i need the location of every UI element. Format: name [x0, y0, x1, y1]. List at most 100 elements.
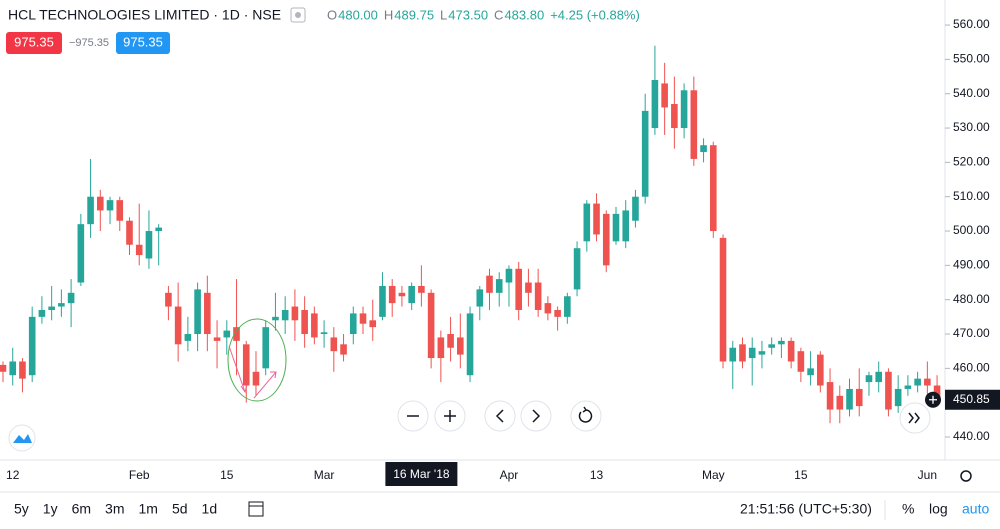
range-button[interactable]: 1y	[43, 501, 58, 517]
ohlc-key: O	[327, 7, 337, 22]
toolbar: 5y 1y 6m 3m 1m 5d 1d	[14, 501, 217, 517]
candle-body	[379, 285, 386, 317]
candle-body	[505, 268, 513, 283]
y-tick-label: 470.00	[953, 326, 990, 340]
candle-body	[87, 196, 94, 225]
candle-body	[359, 313, 367, 324]
candle-body	[593, 203, 600, 235]
candle-body	[204, 292, 211, 335]
y-tick-label: 480.00	[953, 292, 990, 306]
symbol-title: HCL TECHNOLOGIES LIMITED · 1D · NSE	[8, 7, 281, 23]
candle-body	[865, 375, 873, 383]
auto-toggle[interactable]: auto	[962, 501, 989, 517]
candle-body	[807, 368, 814, 376]
candle-body	[194, 289, 201, 335]
sell-button[interactable]	[6, 32, 62, 54]
range-button[interactable]: 6m	[72, 501, 91, 517]
candle-body	[787, 340, 795, 362]
ellipse-drawing	[227, 318, 287, 402]
candle-body	[914, 378, 921, 386]
candle-body	[661, 83, 668, 108]
range-button[interactable]: 1m	[139, 501, 158, 517]
percent-toggle[interactable]: %	[902, 501, 914, 517]
change: +4.25 (+0.88%)	[550, 7, 640, 22]
candle-body	[836, 395, 844, 410]
candle-body	[924, 378, 931, 386]
crosshair-tag	[385, 462, 458, 486]
candle-body	[729, 347, 737, 362]
candle-body	[330, 337, 338, 352]
candle-body	[340, 344, 347, 355]
log-toggle[interactable]: log	[929, 501, 948, 517]
x-tick-label: 12	[6, 468, 20, 482]
candle-body	[826, 382, 834, 410]
candle-body	[184, 334, 192, 341]
ohlc-value: 489.75	[394, 7, 434, 22]
candle-body	[213, 337, 221, 341]
candle-body	[515, 268, 522, 310]
y-tick-label: 520.00	[953, 155, 990, 169]
control-icons	[407, 406, 920, 424]
candle-body	[612, 213, 620, 242]
candle-body	[855, 388, 863, 407]
candle-body	[894, 388, 902, 407]
candle-body	[671, 104, 678, 129]
buy-button[interactable]	[116, 32, 170, 54]
x-tick-label: Mar	[314, 468, 335, 482]
ohlc-legend: O 480.00 H 489.75 L 473.50 C 483.80	[327, 7, 544, 22]
ohlc-value: 480.00	[338, 7, 378, 22]
candle-body	[398, 292, 406, 297]
candle-body	[437, 337, 445, 359]
x-tick-label: 13	[590, 468, 604, 482]
candle-body	[28, 316, 36, 376]
candle-body	[48, 306, 55, 310]
y-tick-label: 490.00	[953, 258, 990, 272]
candle-body	[680, 90, 688, 129]
crosshair-label: 16 Mar '18	[393, 467, 450, 481]
candle-body	[748, 347, 756, 359]
candle-body	[388, 285, 396, 304]
candle-body	[67, 292, 75, 304]
candle-body	[145, 231, 153, 259]
settings-icon[interactable]	[960, 470, 972, 482]
range-button[interactable]: 5d	[172, 501, 188, 517]
candle-body	[602, 213, 610, 266]
candle-body	[476, 289, 484, 307]
candle-body	[349, 313, 357, 335]
candle-body	[369, 320, 377, 328]
ohlc-key: C	[494, 7, 503, 22]
candle-body	[262, 327, 270, 369]
range-button[interactable]: 5y	[14, 501, 29, 517]
candle-body	[534, 282, 542, 310]
range-button[interactable]: 3m	[105, 501, 124, 517]
candle-body	[768, 344, 775, 348]
date-range-icon[interactable]	[248, 501, 264, 517]
candle-body	[700, 145, 707, 153]
candle-body	[817, 354, 824, 386]
candle-body	[573, 248, 581, 290]
candle-body	[19, 361, 26, 379]
candle-body	[564, 296, 571, 317]
candle-body	[38, 309, 46, 317]
eye-icon[interactable]	[290, 7, 306, 23]
candle-body	[583, 203, 591, 242]
candle-body	[135, 244, 143, 256]
y-tick-label: 460.00	[953, 361, 990, 375]
candle-body	[126, 220, 133, 245]
candle-body	[846, 388, 853, 410]
y-tick-label: 500.00	[953, 223, 990, 237]
x-tick-label: 15	[794, 468, 808, 482]
candle-body	[242, 344, 250, 386]
candle-body	[933, 385, 941, 400]
ohlc-key: L	[440, 7, 447, 22]
candle-body	[174, 306, 182, 345]
logo[interactable]	[8, 424, 36, 452]
range-button[interactable]: 1d	[202, 501, 218, 517]
candle-body	[106, 200, 114, 211]
candle-body	[223, 330, 231, 338]
candle-body	[58, 303, 65, 307]
candle-body	[116, 200, 124, 221]
arrow-drawing	[228, 345, 277, 399]
candle-body	[690, 90, 698, 159]
